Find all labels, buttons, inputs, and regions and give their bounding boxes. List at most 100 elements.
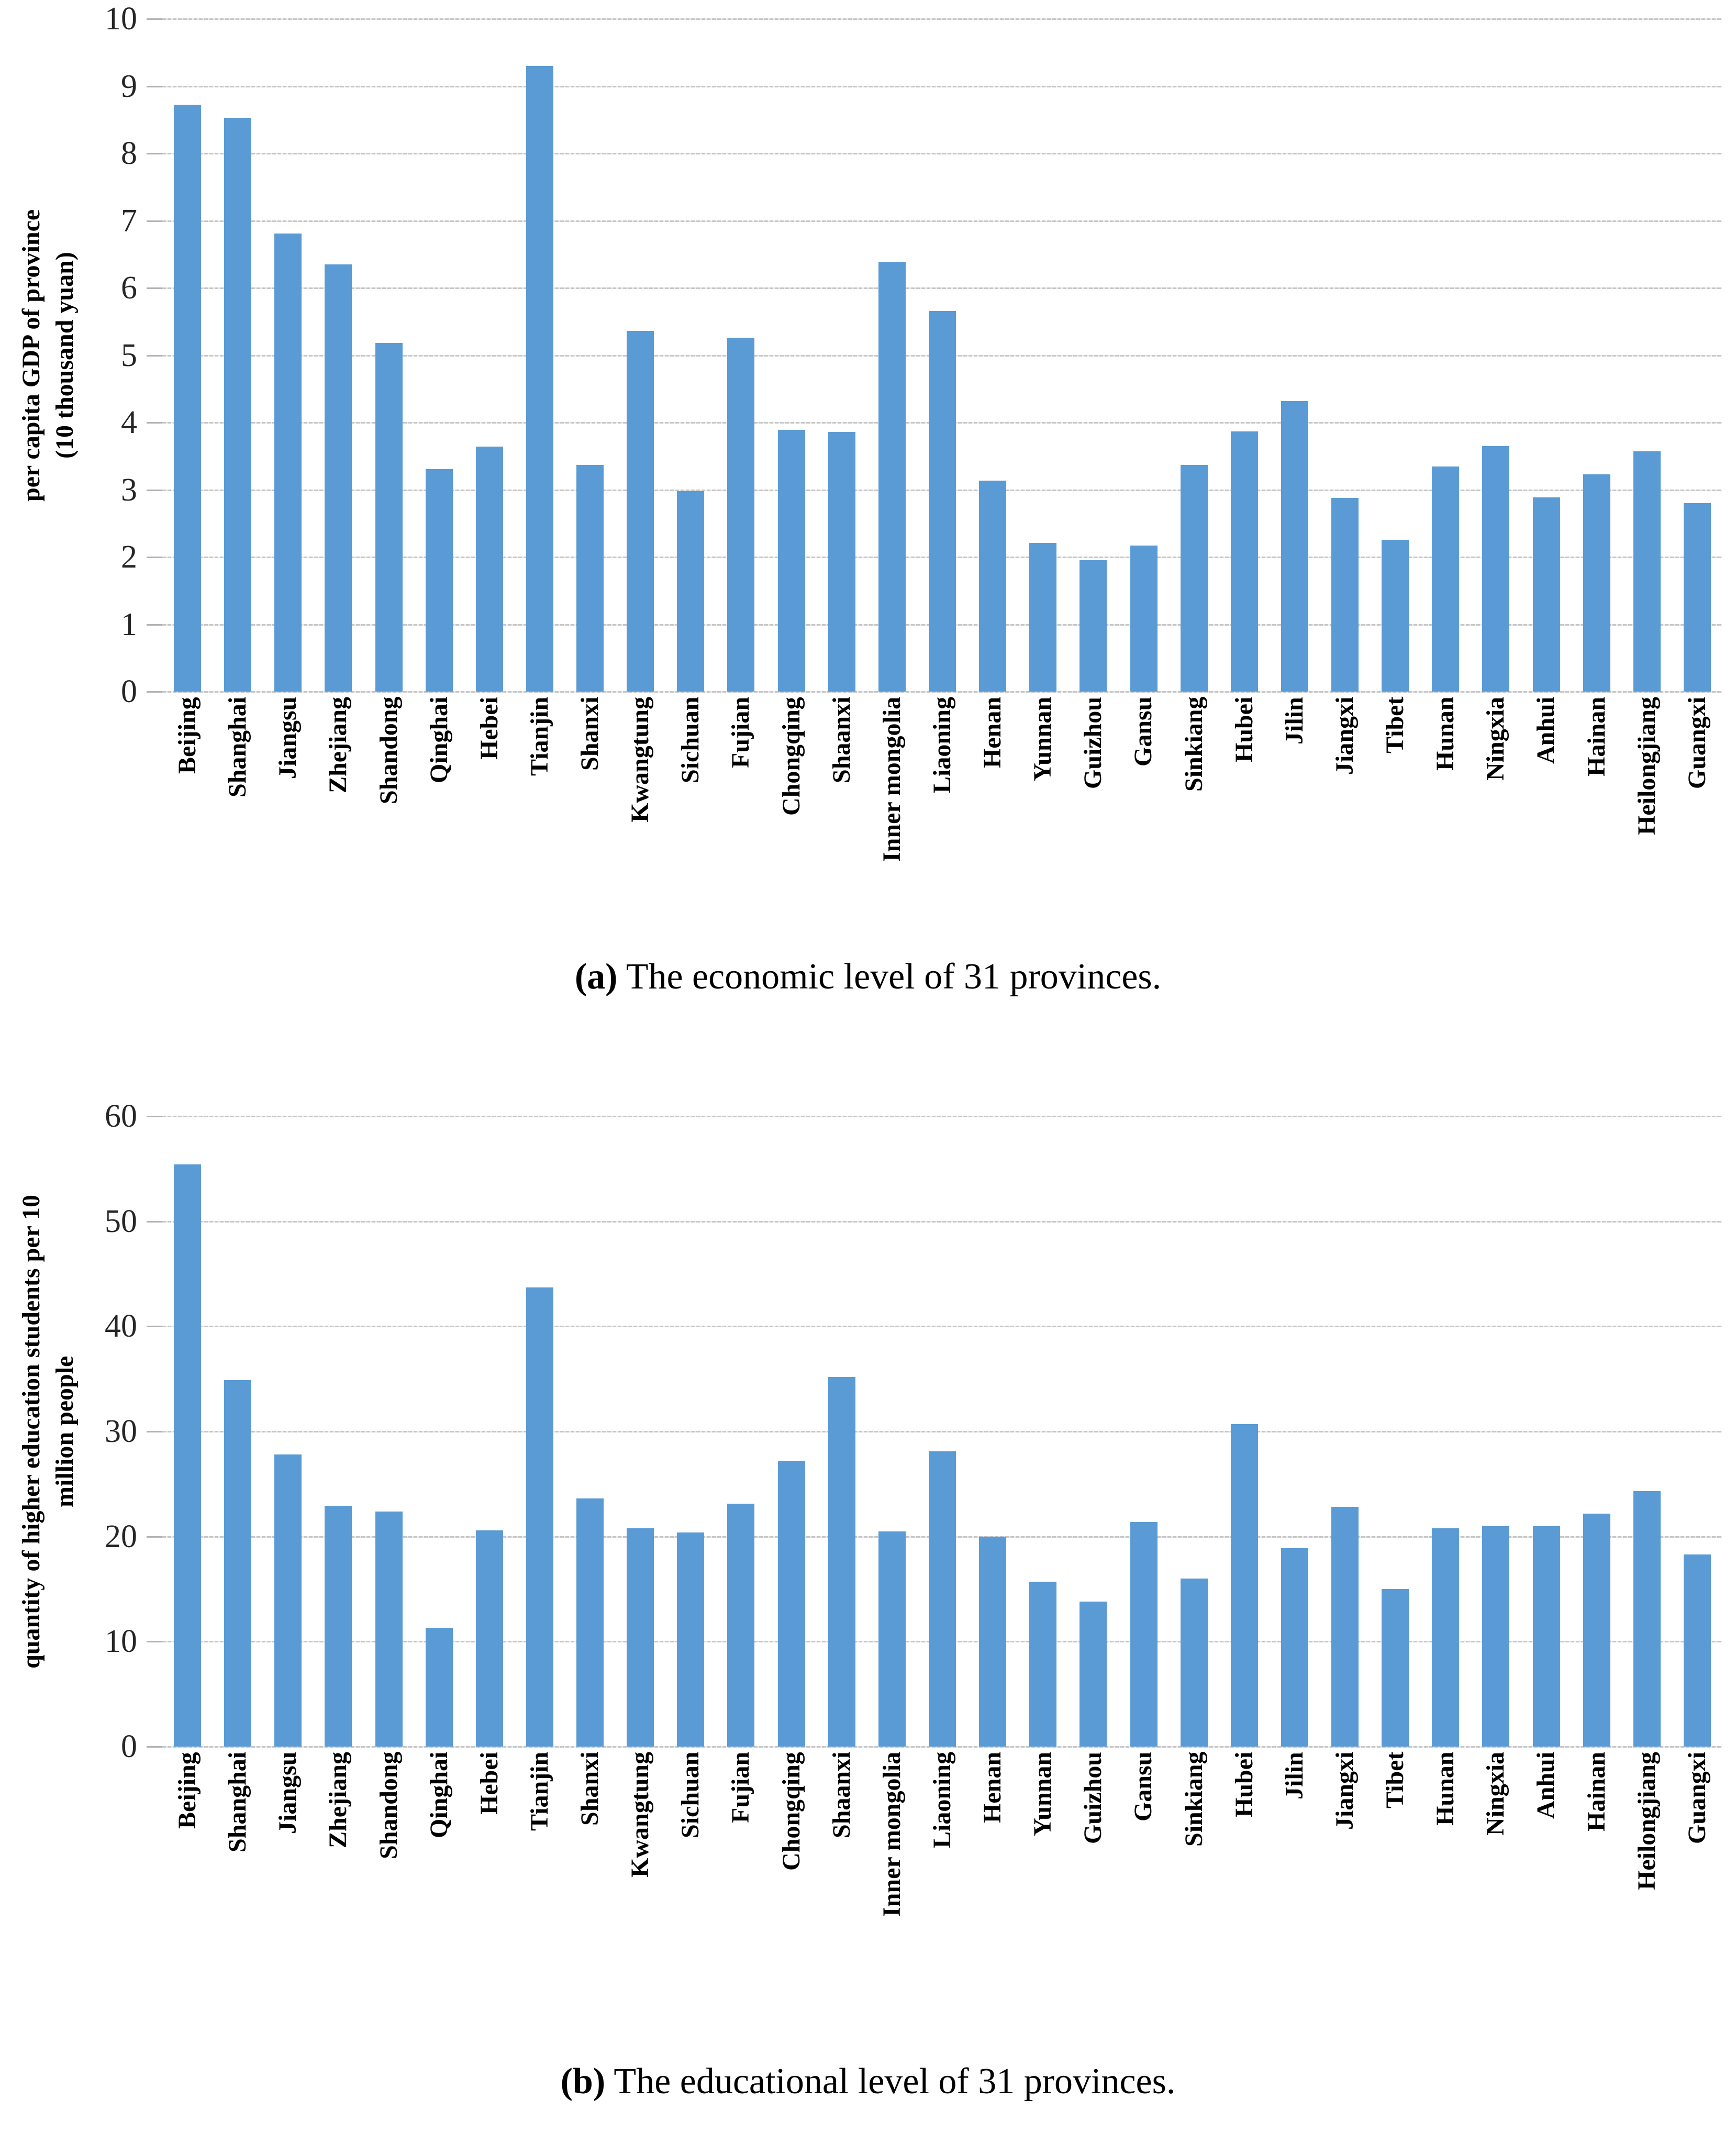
bar-jiangxi bbox=[1331, 1507, 1359, 1747]
x-tick-label-yunnan: Yunnan bbox=[1029, 1752, 1057, 1837]
bar-anhui bbox=[1532, 497, 1560, 692]
x-tick-label-inner-mongolia: Inner mongolia bbox=[877, 697, 906, 862]
x-tick-label-jilin: Jilin bbox=[1280, 697, 1308, 745]
y-tick-label-50: 50 bbox=[105, 1203, 137, 1239]
x-tick-label-zhejiang: Zhejiang bbox=[324, 697, 352, 794]
bar-gansu bbox=[1130, 1521, 1158, 1747]
gridline-0 bbox=[162, 691, 1722, 693]
bar-guangxi bbox=[1683, 503, 1711, 692]
x-slot-ningxia: Ningxia bbox=[1471, 697, 1521, 990]
x-tick-label-henan: Henan bbox=[978, 1752, 1007, 1824]
chart-b-educational-level: quantity of higher education students pe… bbox=[0, 1073, 1736, 2133]
bar-yunnan bbox=[1029, 1581, 1057, 1747]
x-tick-label-beijing: Beijing bbox=[173, 1752, 202, 1829]
gridline-6 bbox=[162, 287, 1722, 289]
x-tick-label-heilongjiang: Heilongjiang bbox=[1632, 697, 1661, 836]
x-tick-label-liaoning: Liaoning bbox=[928, 697, 956, 794]
bar-hunan bbox=[1432, 1528, 1460, 1747]
x-tick-label-shanxi: Shanxi bbox=[576, 1752, 604, 1826]
bar-inner-mongolia bbox=[878, 1531, 906, 1747]
chart-b-plot-area: 0 10 20 30 40 50 60 Beijing Shanghai Jiangsu Zheji… bbox=[105, 1098, 1722, 1917]
bar-hebei bbox=[475, 447, 503, 692]
bar-inner-mongolia bbox=[878, 261, 906, 692]
bar-jiangsu bbox=[274, 1454, 302, 1747]
x-tick-label-gansu: Gansu bbox=[1129, 697, 1158, 767]
x-slot-tianjin: Tianjin bbox=[515, 1752, 565, 2045]
bar-ningxia bbox=[1482, 1526, 1510, 1747]
bar-guizhou bbox=[1080, 1602, 1107, 1747]
x-slot-jilin: Jilin bbox=[1270, 1752, 1320, 2045]
x-tick-label-tibet: Tibet bbox=[1381, 1752, 1409, 1809]
bar-shanghai bbox=[224, 117, 252, 692]
x-tick-label-tianjin: Tianjin bbox=[525, 1752, 553, 1831]
x-slot-sichuan: Sichuan bbox=[665, 1752, 716, 2045]
y-tick-label-9: 9 bbox=[121, 68, 137, 104]
y-axis-tick-50 bbox=[147, 1220, 162, 1223]
bar-tibet bbox=[1382, 1589, 1409, 1747]
gridline-9 bbox=[162, 85, 1722, 87]
x-tick-label-hunan: Hunan bbox=[1431, 1752, 1460, 1826]
x-tick-label-guizhou: Guizhou bbox=[1079, 697, 1107, 790]
y-tick-label-1: 1 bbox=[121, 606, 137, 642]
y-tick-label-3: 3 bbox=[121, 472, 137, 508]
bar-ningxia bbox=[1482, 446, 1510, 692]
x-tick-label-kwangtung: Kwangtung bbox=[626, 1752, 654, 1878]
x-tick-label-shaanxi: Shaanxi bbox=[827, 1752, 855, 1839]
x-slot-henan: Henan bbox=[967, 1752, 1018, 2045]
bar-zhejiang bbox=[325, 1506, 352, 1747]
x-slot-qinghai: Qinghai bbox=[414, 1752, 464, 2045]
x-tick-label-shanghai: Shanghai bbox=[224, 697, 252, 798]
x-slot-fujian: Fujian bbox=[716, 1752, 766, 2045]
x-slot-hainan: Hainan bbox=[1572, 697, 1622, 990]
x-slot-guizhou: Guizhou bbox=[1068, 1752, 1118, 2045]
y-tick-label-30: 30 bbox=[105, 1414, 137, 1449]
y-tick-label-40: 40 bbox=[105, 1308, 137, 1345]
x-slot-zhejiang: Zhejiang bbox=[313, 1752, 363, 2045]
x-slot-tibet: Tibet bbox=[1370, 697, 1420, 990]
gridline-7 bbox=[162, 220, 1722, 222]
y-tick-label-2: 2 bbox=[121, 539, 137, 575]
x-tick-label-jilin: Jilin bbox=[1280, 1752, 1308, 1799]
x-tick-label-tianjin: Tianjin bbox=[525, 697, 553, 776]
x-slot-hunan: Hunan bbox=[1420, 697, 1471, 990]
x-slot-liaoning: Liaoning bbox=[917, 1752, 967, 2045]
bar-hubei bbox=[1230, 1424, 1258, 1747]
bar-beijing bbox=[174, 105, 202, 692]
bar-chongqing bbox=[777, 1461, 805, 1747]
y-axis-tick-60 bbox=[147, 1116, 162, 1117]
bar-tianjin bbox=[526, 1287, 553, 1747]
gridline-40 bbox=[162, 1326, 1722, 1328]
bar-qinghai bbox=[425, 469, 453, 692]
bar-shanghai bbox=[224, 1380, 252, 1747]
x-tick-label-inner-mongolia: Inner mongolia bbox=[877, 1752, 906, 1917]
x-slot-guangxi: Guangxi bbox=[1672, 697, 1722, 990]
x-slot-inner-mongolia: Inner mongolia bbox=[867, 697, 917, 990]
x-slot-sichuan: Sichuan bbox=[665, 697, 716, 990]
x-tick-label-fujian: Fujian bbox=[727, 1752, 755, 1824]
bar-heilongjiang bbox=[1633, 451, 1661, 692]
y-tick-label-60: 60 bbox=[105, 1098, 137, 1134]
x-tick-label-anhui: Anhui bbox=[1532, 1752, 1560, 1819]
bar-sinkiang bbox=[1180, 464, 1208, 692]
x-slot-shanxi: Shanxi bbox=[565, 697, 615, 990]
bar-shandong bbox=[375, 343, 403, 692]
x-tick-label-sichuan: Sichuan bbox=[676, 1752, 705, 1839]
bar-jiangsu bbox=[274, 233, 302, 692]
x-tick-label-hainan: Hainan bbox=[1582, 1752, 1610, 1832]
bar-tianjin bbox=[526, 65, 553, 692]
bar-liaoning bbox=[929, 310, 956, 692]
x-tick-label-henan: Henan bbox=[978, 697, 1007, 769]
bar-gansu bbox=[1130, 546, 1158, 692]
chart-b-x-axis-labels: Beijing Shanghai Jiangsu Zhejiang Shandong Qi… bbox=[162, 1752, 1722, 2045]
bar-shaanxi bbox=[828, 432, 855, 692]
bar-henan bbox=[979, 480, 1007, 692]
bar-hunan bbox=[1432, 466, 1460, 692]
gridline-30 bbox=[162, 1431, 1722, 1432]
x-slot-hubei: Hubei bbox=[1219, 697, 1270, 990]
bar-shanxi bbox=[576, 464, 604, 692]
gridline-50 bbox=[162, 1220, 1722, 1223]
bar-yunnan bbox=[1029, 543, 1057, 692]
bar-kwangtung bbox=[627, 1528, 654, 1747]
x-slot-shanghai: Shanghai bbox=[213, 1752, 263, 2045]
